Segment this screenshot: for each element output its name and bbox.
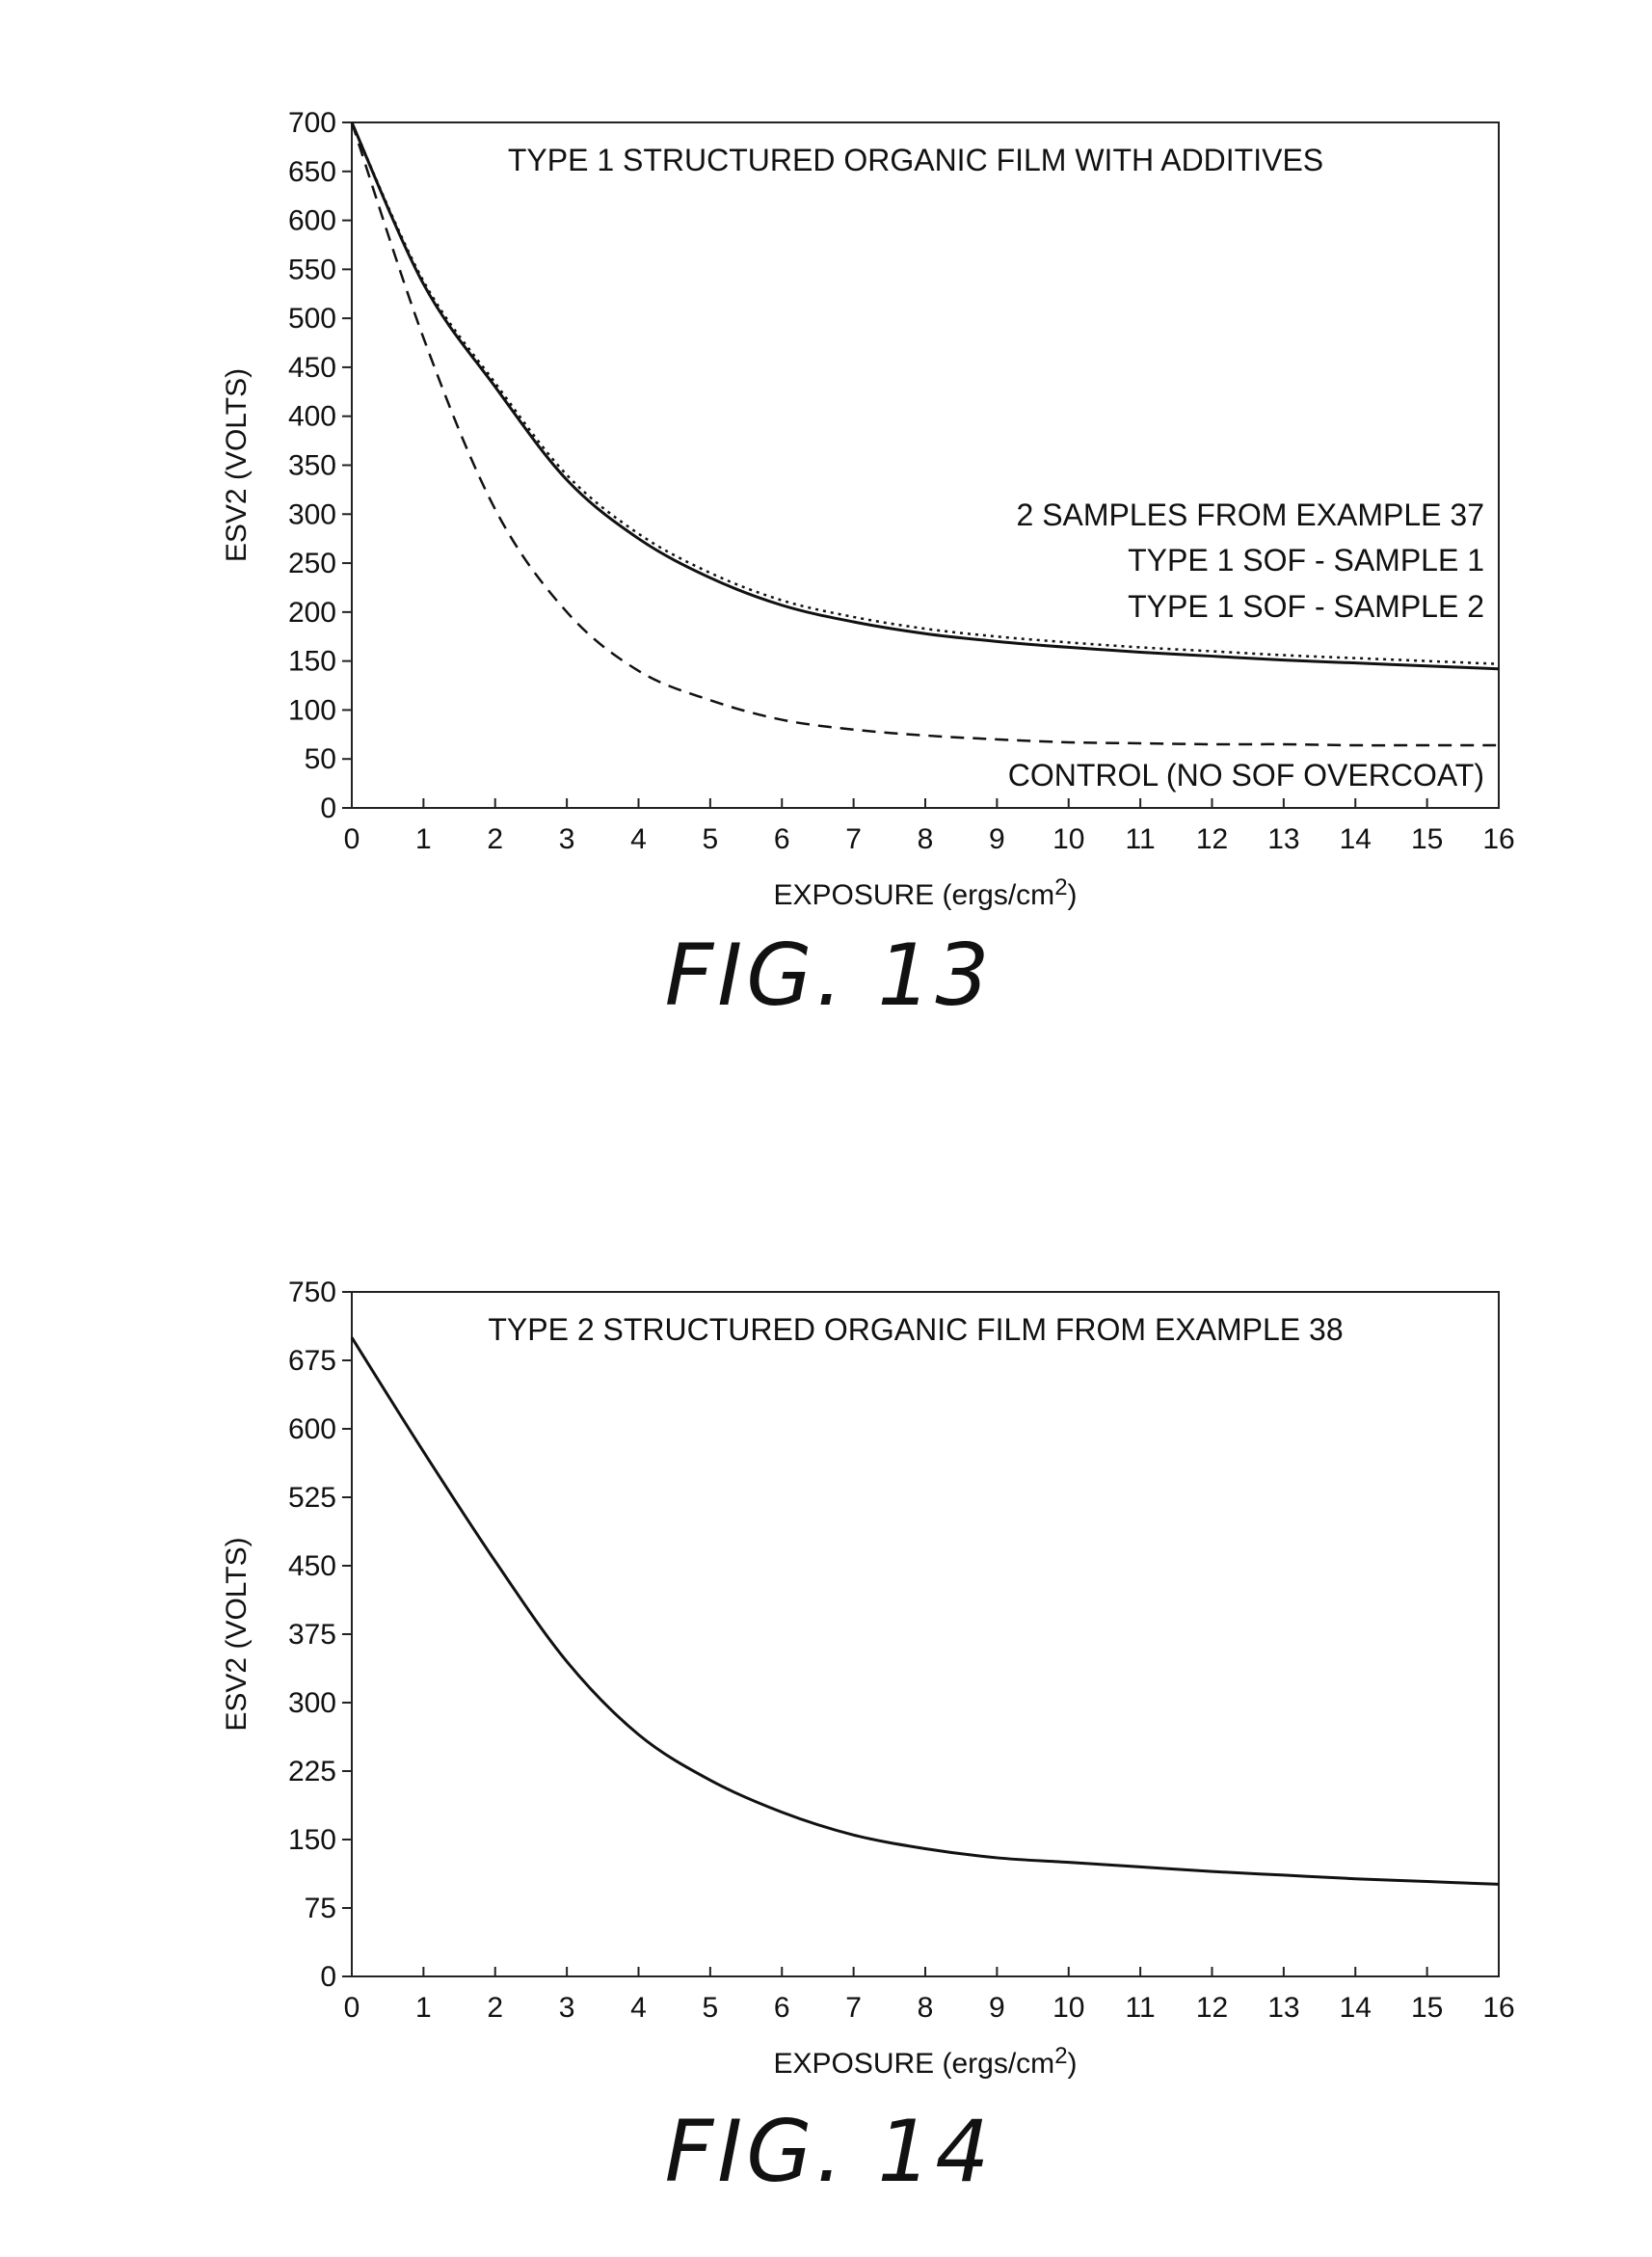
plot-frame xyxy=(352,1292,1499,1976)
x-tick-label: 11 xyxy=(1126,1992,1156,2024)
y-tick-label: 750 xyxy=(288,1276,336,1308)
y-tick-label: 375 xyxy=(288,1619,336,1651)
series-line-solid xyxy=(352,1337,1499,1884)
x-tick-label: 14 xyxy=(1340,1992,1372,2024)
y-tick-label: 600 xyxy=(288,1413,336,1445)
figure-13-caption: FIG. 13 xyxy=(443,926,1214,1025)
y-axis-label: ESV2 (VOLTS) xyxy=(221,1537,253,1731)
y-tick-label: 675 xyxy=(288,1345,336,1377)
x-axis-label: EXPOSURE (ergs/cm2) xyxy=(773,2043,1077,2080)
x-tick-label: 2 xyxy=(487,1992,503,2024)
figure-14-caption: FIG. 14 xyxy=(443,2102,1214,2201)
x-tick-label: 5 xyxy=(703,1992,719,2024)
x-tick-label: 3 xyxy=(559,1992,575,2024)
x-tick-label: 1 xyxy=(415,1992,432,2024)
x-tick-label: 6 xyxy=(774,1992,790,2024)
x-tick-label: 16 xyxy=(1482,1992,1514,2024)
y-tick-label: 300 xyxy=(288,1687,336,1719)
y-tick-label: 225 xyxy=(288,1756,336,1787)
y-tick-label: 75 xyxy=(305,1893,336,1924)
x-tick-label: 15 xyxy=(1411,1992,1443,2024)
y-tick-label: 450 xyxy=(288,1550,336,1582)
x-tick-label: 9 xyxy=(989,1992,1005,2024)
chart-title: TYPE 2 STRUCTURED ORGANIC FILM FROM EXAM… xyxy=(488,1312,1343,1347)
y-tick-label: 525 xyxy=(288,1482,336,1514)
x-tick-label: 13 xyxy=(1267,1992,1299,2024)
x-tick-label: 0 xyxy=(344,1992,360,2024)
y-tick-label: 150 xyxy=(288,1824,336,1856)
x-tick-label: 12 xyxy=(1196,1992,1228,2024)
x-tick-label: 4 xyxy=(630,1992,647,2024)
x-tick-label: 10 xyxy=(1052,1992,1084,2024)
x-tick-label: 8 xyxy=(918,1992,934,2024)
x-tick-label: 7 xyxy=(845,1992,862,2024)
y-tick-label: 0 xyxy=(320,1961,336,1993)
